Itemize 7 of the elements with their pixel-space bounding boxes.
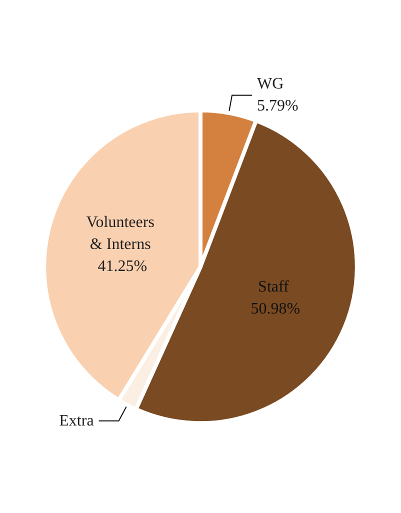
slice-label: Volunteers & Interns	[86, 214, 158, 254]
slice-label: Staff	[258, 278, 293, 296]
data-label: 5.79%	[257, 98, 298, 115]
slice-label: Extra	[59, 412, 94, 430]
slice-label: WG	[257, 76, 288, 93]
data-label: 50.98%	[250, 300, 300, 318]
data-label: 41.25%	[98, 258, 148, 276]
